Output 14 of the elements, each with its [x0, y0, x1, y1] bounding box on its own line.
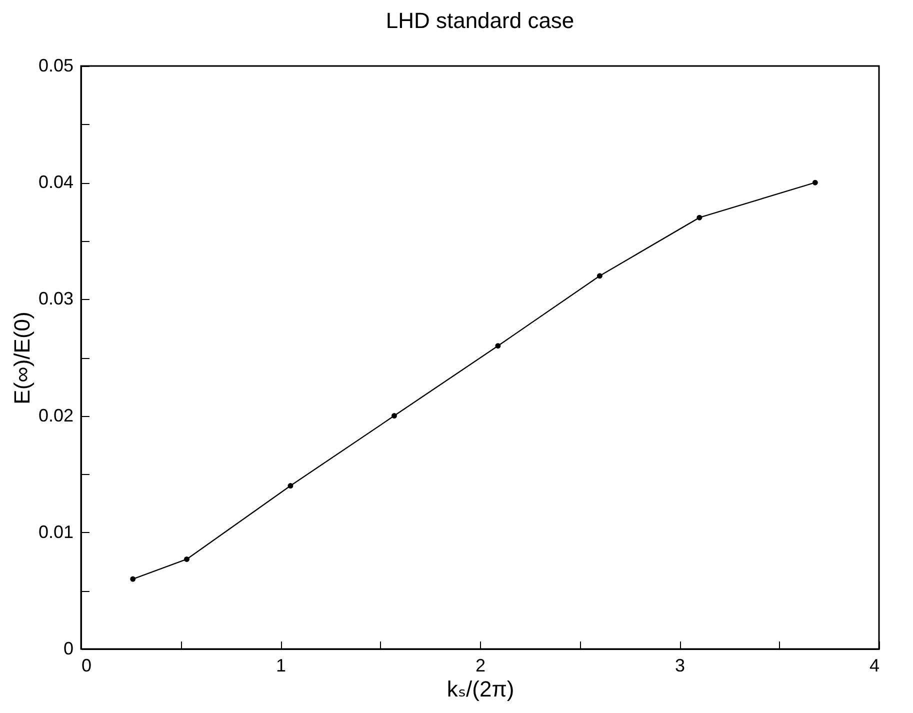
chart-title: LHD standard case	[386, 8, 574, 33]
x-axis-title: kₛ/(2π)	[446, 676, 514, 702]
x-tick-label: 4	[869, 656, 880, 676]
y-tick-label: 0.02	[38, 405, 74, 426]
x-tick-label: 2	[475, 656, 486, 676]
x-tick-label: 1	[276, 656, 286, 676]
x-tick-label: 3	[674, 656, 686, 676]
y-axis-title: E(∞)/E(0)	[9, 312, 34, 404]
y-tick-label: 0.03	[38, 288, 74, 309]
y-tick-label: 0.01	[38, 522, 74, 542]
y-tick-label: 0	[63, 638, 74, 658]
y-tick-label: 0.05	[38, 56, 74, 76]
x-tick-label: 0	[82, 656, 92, 676]
y-tick-label: 0.04	[38, 172, 74, 192]
